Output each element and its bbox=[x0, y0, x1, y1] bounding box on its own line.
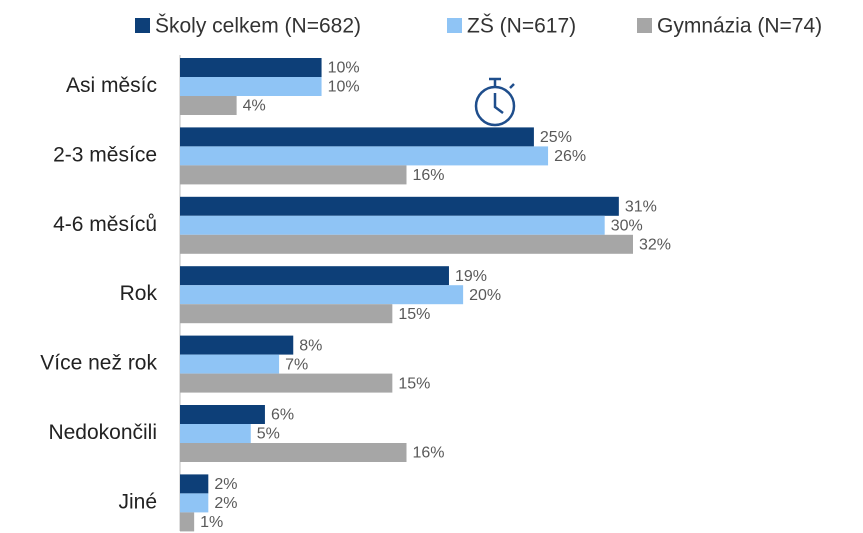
bar bbox=[180, 165, 407, 185]
value-label: 5% bbox=[257, 426, 280, 443]
bar bbox=[180, 335, 294, 355]
category-label: Rok bbox=[120, 282, 158, 305]
bar bbox=[180, 512, 195, 532]
category-label: 4-6 měsíců bbox=[53, 213, 157, 236]
value-label: 26% bbox=[554, 148, 586, 165]
value-label: 10% bbox=[328, 79, 360, 96]
value-label: 30% bbox=[611, 218, 643, 235]
legend-swatch bbox=[447, 18, 462, 33]
bar bbox=[180, 234, 633, 254]
category-label: Nedokončili bbox=[48, 421, 157, 444]
bar bbox=[180, 146, 549, 166]
value-label: 32% bbox=[639, 237, 671, 254]
bar bbox=[180, 266, 449, 286]
value-label: 6% bbox=[271, 407, 294, 424]
bar bbox=[180, 424, 251, 443]
legend-label: Školy celkem (N=682) bbox=[155, 15, 361, 38]
bar bbox=[180, 373, 393, 393]
bar bbox=[180, 474, 209, 494]
value-label: 31% bbox=[625, 199, 657, 216]
bar bbox=[180, 405, 265, 424]
value-label: 20% bbox=[469, 287, 501, 304]
value-label: 15% bbox=[398, 306, 430, 323]
bar bbox=[180, 354, 280, 374]
value-label: 7% bbox=[285, 356, 308, 373]
category-label: Jiné bbox=[118, 490, 157, 513]
value-label: 16% bbox=[413, 167, 445, 184]
bar bbox=[180, 443, 407, 462]
category-label: Asi měsíc bbox=[66, 74, 157, 97]
value-label: 25% bbox=[540, 129, 572, 146]
bar bbox=[180, 127, 534, 147]
value-label: 16% bbox=[413, 445, 445, 462]
value-label: 2% bbox=[214, 476, 237, 493]
legend-swatch bbox=[135, 18, 150, 33]
value-label: 4% bbox=[243, 98, 266, 115]
value-label: 19% bbox=[455, 268, 487, 285]
legend-label: ZŠ (N=617) bbox=[467, 15, 576, 38]
value-label: 1% bbox=[200, 514, 223, 531]
bar bbox=[180, 285, 464, 305]
bar bbox=[180, 77, 322, 96]
bar bbox=[180, 215, 605, 235]
category-label: 2-3 měsíce bbox=[53, 143, 157, 166]
bar bbox=[180, 196, 619, 216]
bar bbox=[180, 304, 393, 324]
stopwatch-icon bbox=[474, 77, 516, 127]
bar bbox=[180, 58, 322, 77]
value-label: 15% bbox=[398, 375, 430, 392]
bar bbox=[180, 96, 237, 115]
value-label: 2% bbox=[214, 495, 237, 512]
value-label: 10% bbox=[328, 60, 360, 77]
legend-swatch bbox=[637, 18, 652, 33]
value-label: 8% bbox=[299, 337, 322, 354]
category-label: Více než rok bbox=[40, 352, 157, 375]
bar bbox=[180, 493, 209, 513]
legend-label: Gymnázia (N=74) bbox=[657, 15, 822, 38]
